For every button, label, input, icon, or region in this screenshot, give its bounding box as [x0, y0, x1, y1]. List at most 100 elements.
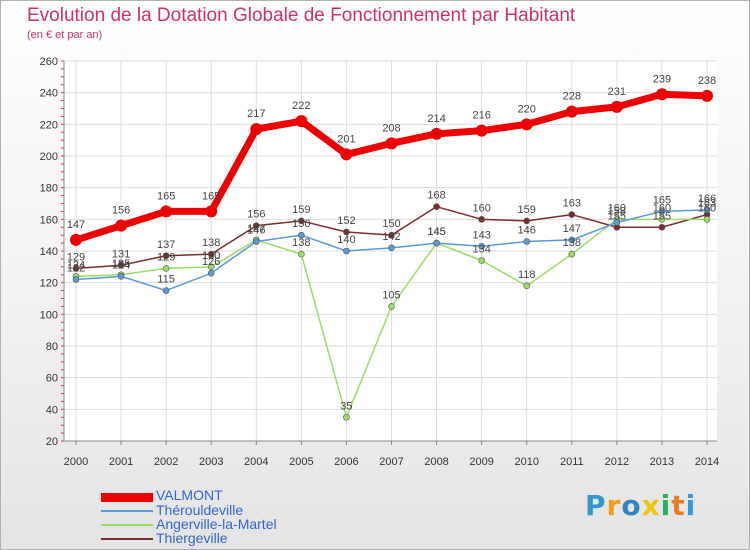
data-point	[433, 203, 440, 210]
data-label: 124	[67, 259, 85, 271]
data-label: 142	[382, 231, 400, 243]
data-label: 146	[518, 225, 536, 237]
x-tick-label: 2001	[109, 456, 133, 468]
data-point	[388, 303, 395, 310]
data-point	[385, 137, 398, 150]
data-label: 129	[67, 251, 85, 263]
y-tick-label: 40	[46, 404, 58, 416]
data-label: 158	[608, 206, 626, 218]
data-point	[295, 115, 308, 128]
data-point	[160, 205, 173, 218]
data-point	[613, 219, 621, 226]
legend-label-valmont: VALMONT	[156, 487, 223, 503]
data-point	[568, 211, 576, 218]
x-tick-label: 2005	[289, 456, 313, 468]
data-label: 160	[698, 202, 716, 214]
data-point	[388, 231, 395, 239]
proxiti-logo: Proxiti	[585, 489, 696, 522]
data-point	[340, 148, 353, 161]
y-tick-label: 220	[40, 119, 58, 131]
x-tick-label: 2009	[469, 456, 493, 468]
y-tick-label: 120	[40, 278, 58, 290]
x-tick-label: 2008	[424, 456, 448, 468]
data-point	[565, 105, 578, 118]
legend-swatch-angerville	[101, 524, 153, 526]
data-point	[658, 223, 666, 231]
logo-letter: t	[671, 489, 686, 522]
data-label: 238	[698, 75, 716, 87]
y-tick-label: 260	[40, 56, 58, 68]
data-label: 231	[608, 86, 626, 98]
logo-letter: o	[621, 489, 642, 522]
x-tick-label: 2000	[64, 456, 88, 468]
legend-label-angerville: Angerville-la-Martel	[156, 516, 277, 532]
data-point	[520, 118, 533, 131]
data-label: 163	[698, 198, 716, 210]
legend-label-therouldeville: Thérouldeville	[156, 502, 244, 518]
data-label: 138	[563, 237, 581, 249]
logo-letter: r	[606, 489, 622, 522]
data-label: 129	[157, 251, 175, 263]
data-point	[568, 236, 576, 244]
data-label: 150	[382, 218, 400, 230]
data-point	[162, 287, 170, 294]
data-point	[478, 216, 485, 223]
data-point	[207, 250, 215, 258]
data-label: 220	[518, 103, 536, 115]
data-label: 134	[472, 244, 490, 256]
x-tick-label: 2003	[199, 456, 223, 468]
data-point	[72, 265, 80, 272]
y-tick-label: 100	[40, 309, 58, 321]
data-point	[523, 282, 531, 290]
data-label: 165	[653, 194, 671, 206]
data-label: 165	[157, 190, 175, 202]
data-point	[343, 413, 350, 421]
x-tick-label: 2014	[695, 456, 719, 468]
data-point	[703, 206, 711, 214]
legend-swatch-thiergeville	[101, 538, 153, 540]
data-point	[252, 238, 260, 245]
x-tick-label: 2010	[514, 456, 538, 468]
data-label: 124	[112, 259, 130, 271]
data-point	[433, 239, 440, 247]
y-tick-label: 200	[40, 151, 58, 163]
data-label: 217	[247, 108, 265, 120]
data-label: 159	[518, 204, 536, 216]
data-point	[207, 263, 215, 271]
data-label: 35	[340, 400, 352, 412]
y-tick-label: 60	[46, 373, 58, 385]
data-point	[568, 250, 576, 258]
data-point	[655, 88, 668, 101]
data-point	[250, 123, 263, 136]
data-label: 143	[472, 229, 490, 241]
x-tick-label: 2012	[605, 456, 629, 468]
data-point	[72, 276, 80, 283]
data-label: 147	[67, 219, 85, 231]
data-point	[117, 261, 125, 269]
data-label: 160	[472, 202, 490, 214]
data-point	[478, 257, 485, 264]
data-point	[70, 233, 82, 246]
data-point	[523, 217, 531, 225]
x-tick-label: 2013	[650, 456, 674, 468]
data-label: 156	[247, 209, 265, 221]
data-label: 137	[157, 239, 175, 251]
data-point	[252, 222, 260, 229]
legend-swatch-valmont	[101, 493, 153, 502]
data-point	[703, 216, 711, 223]
data-label: 145	[427, 226, 445, 238]
x-tick-label: 2004	[244, 456, 268, 468]
logo-letter: i	[660, 489, 672, 522]
data-label: 140	[337, 234, 355, 246]
data-label: 131	[112, 248, 130, 260]
data-label: 165	[202, 190, 220, 202]
data-label: 150	[292, 218, 310, 230]
data-label: 126	[202, 256, 220, 268]
data-label: 155	[608, 210, 626, 222]
x-tick-label: 2007	[379, 456, 403, 468]
data-label: 105	[382, 289, 400, 301]
data-label: 214	[427, 113, 445, 125]
data-point	[610, 100, 623, 113]
